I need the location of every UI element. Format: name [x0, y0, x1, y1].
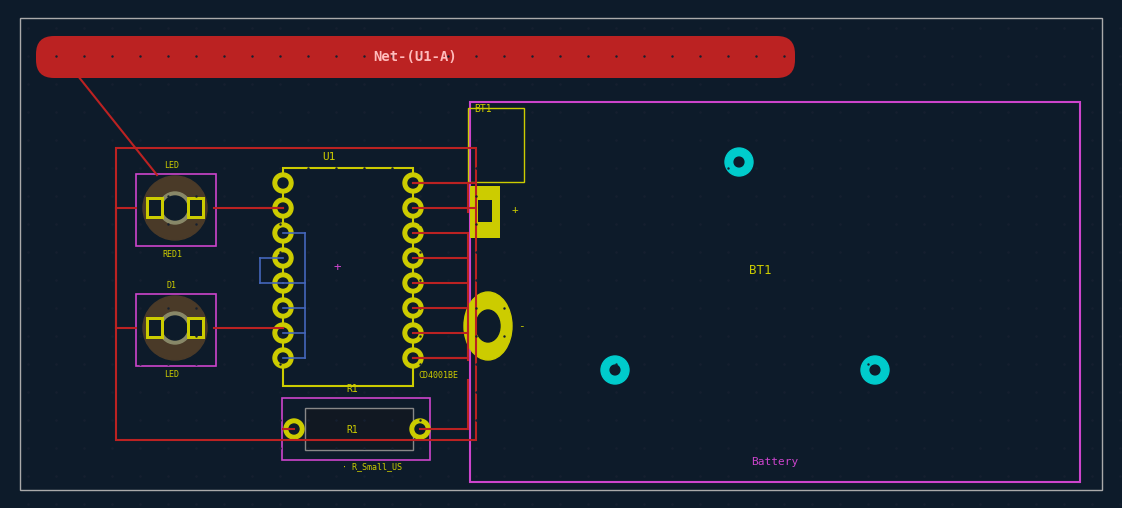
Circle shape	[278, 278, 288, 288]
Circle shape	[410, 419, 430, 439]
Circle shape	[278, 353, 288, 363]
Circle shape	[273, 198, 293, 218]
Text: Battery: Battery	[752, 457, 799, 467]
Circle shape	[725, 148, 753, 176]
Circle shape	[278, 228, 288, 238]
Circle shape	[861, 356, 889, 384]
Bar	[149, 320, 160, 336]
Text: R1: R1	[346, 425, 358, 435]
Circle shape	[278, 328, 288, 338]
Circle shape	[159, 192, 191, 224]
Bar	[470, 186, 500, 238]
Bar	[146, 197, 164, 219]
Circle shape	[284, 419, 304, 439]
Circle shape	[408, 328, 419, 338]
Circle shape	[273, 273, 293, 293]
Text: R1: R1	[346, 384, 358, 394]
Circle shape	[273, 298, 293, 318]
Bar	[187, 197, 205, 219]
Circle shape	[278, 178, 288, 188]
Bar	[146, 317, 164, 339]
Circle shape	[273, 173, 293, 193]
Circle shape	[159, 312, 191, 344]
Circle shape	[408, 178, 419, 188]
Circle shape	[289, 424, 298, 434]
Bar	[136, 174, 217, 246]
Bar	[116, 148, 476, 440]
Circle shape	[415, 424, 425, 434]
Ellipse shape	[476, 310, 500, 342]
Circle shape	[601, 356, 629, 384]
Text: · R_Small_US: · R_Small_US	[342, 462, 402, 471]
Text: RED1: RED1	[162, 250, 182, 259]
Circle shape	[403, 173, 423, 193]
Text: LED: LED	[165, 161, 180, 170]
Text: BT1: BT1	[748, 264, 771, 276]
Text: CD4001BE: CD4001BE	[419, 371, 458, 380]
Bar	[190, 200, 202, 216]
Circle shape	[163, 196, 187, 220]
Circle shape	[403, 248, 423, 268]
Circle shape	[408, 278, 419, 288]
Circle shape	[278, 203, 288, 213]
Text: BT1: BT1	[473, 104, 491, 114]
Circle shape	[142, 176, 206, 240]
Circle shape	[408, 228, 419, 238]
Bar	[305, 408, 413, 450]
Circle shape	[408, 253, 419, 263]
Text: LED: LED	[165, 370, 180, 379]
Circle shape	[403, 298, 423, 318]
FancyBboxPatch shape	[36, 36, 795, 78]
Circle shape	[273, 248, 293, 268]
Text: Net-(U1-A): Net-(U1-A)	[374, 50, 458, 64]
Circle shape	[273, 323, 293, 343]
Text: +: +	[512, 205, 518, 215]
Circle shape	[278, 253, 288, 263]
Circle shape	[408, 203, 419, 213]
Circle shape	[403, 348, 423, 368]
Text: D1: D1	[167, 281, 177, 290]
Circle shape	[278, 303, 288, 313]
Circle shape	[142, 296, 206, 360]
Circle shape	[403, 273, 423, 293]
Bar	[282, 398, 430, 460]
Bar	[478, 200, 493, 222]
Circle shape	[403, 323, 423, 343]
Bar	[283, 168, 413, 386]
Circle shape	[273, 348, 293, 368]
Bar	[470, 102, 1080, 482]
Circle shape	[403, 223, 423, 243]
Circle shape	[273, 223, 293, 243]
Bar	[468, 108, 524, 182]
Circle shape	[163, 316, 187, 340]
Circle shape	[403, 198, 423, 218]
Bar	[190, 320, 202, 336]
Text: U1: U1	[322, 152, 335, 162]
Circle shape	[610, 365, 619, 375]
Bar	[136, 294, 217, 366]
Text: +: +	[333, 262, 341, 274]
Circle shape	[408, 353, 419, 363]
Text: -: -	[518, 321, 525, 331]
Bar	[187, 317, 205, 339]
Circle shape	[870, 365, 880, 375]
Circle shape	[408, 303, 419, 313]
Bar	[149, 200, 160, 216]
Ellipse shape	[465, 292, 512, 360]
Circle shape	[734, 157, 744, 167]
